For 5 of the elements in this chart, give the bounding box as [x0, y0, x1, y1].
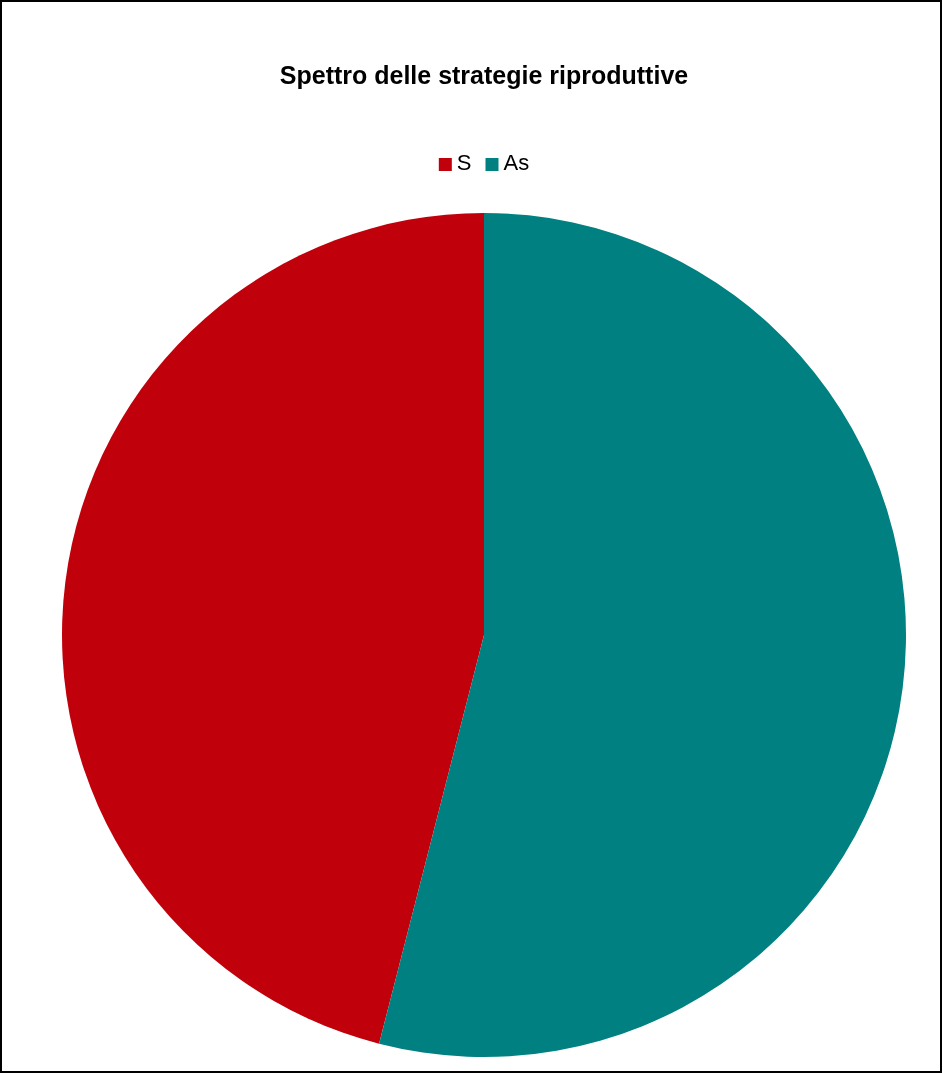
pie-slice: [379, 213, 906, 1057]
chart-title: Spettro delle strategie riproduttive: [279, 61, 689, 89]
pie-slice: [62, 213, 484, 1044]
legend-label: S: [456, 150, 472, 175]
legend-label: As: [503, 150, 530, 175]
